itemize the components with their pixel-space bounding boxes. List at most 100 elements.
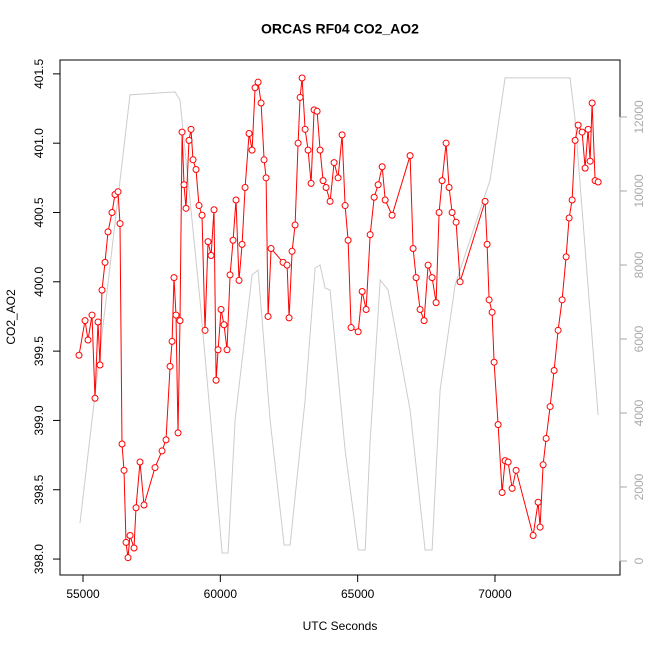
point xyxy=(578,128,586,136)
point xyxy=(168,337,176,345)
point xyxy=(378,163,386,171)
point xyxy=(214,346,222,354)
point xyxy=(96,361,104,369)
point xyxy=(182,204,190,212)
point xyxy=(140,501,148,509)
point xyxy=(207,251,215,259)
point xyxy=(485,296,493,304)
point xyxy=(257,99,265,107)
point xyxy=(94,318,102,326)
point xyxy=(166,362,174,370)
point xyxy=(388,211,396,219)
y2-tick-label: 0 xyxy=(632,557,646,564)
point xyxy=(534,498,542,506)
point xyxy=(132,504,140,512)
point xyxy=(307,179,315,187)
point xyxy=(494,421,502,429)
point xyxy=(204,238,212,246)
point xyxy=(229,236,237,244)
point xyxy=(75,351,83,359)
point xyxy=(508,484,516,492)
point xyxy=(162,436,170,444)
point xyxy=(406,152,414,160)
point xyxy=(264,312,272,320)
point xyxy=(344,236,352,244)
chart-title: ORCAS RF04 CO2_AO2 xyxy=(261,21,419,37)
point xyxy=(296,93,304,101)
point xyxy=(84,336,92,344)
point xyxy=(438,177,446,185)
point xyxy=(428,274,436,282)
point xyxy=(81,317,89,325)
point xyxy=(334,174,342,182)
x-tick-label: 60000 xyxy=(204,587,238,601)
point xyxy=(319,177,327,185)
point xyxy=(374,181,382,189)
point xyxy=(91,394,99,402)
point xyxy=(326,197,334,205)
point xyxy=(198,211,206,219)
point xyxy=(539,461,547,469)
point xyxy=(354,328,362,336)
point xyxy=(412,274,420,282)
point xyxy=(481,197,489,205)
point xyxy=(241,184,249,192)
x-axis-label: UTC Seconds xyxy=(303,619,378,633)
point xyxy=(554,326,562,334)
point xyxy=(313,107,321,115)
point xyxy=(498,489,506,497)
point xyxy=(104,228,112,236)
y-tick-label: 401.5 xyxy=(32,59,46,89)
point xyxy=(568,196,576,204)
point xyxy=(235,276,243,284)
point xyxy=(223,346,231,354)
point xyxy=(158,447,166,455)
point xyxy=(288,247,296,255)
point xyxy=(189,156,197,164)
point xyxy=(260,156,268,164)
point xyxy=(195,202,203,210)
point xyxy=(542,434,550,442)
point xyxy=(536,523,544,531)
point xyxy=(488,308,496,316)
point xyxy=(120,466,128,474)
point xyxy=(187,125,195,133)
point xyxy=(251,84,259,92)
point xyxy=(124,554,132,562)
point xyxy=(316,146,324,154)
point xyxy=(151,464,159,472)
point xyxy=(126,531,134,539)
point xyxy=(114,188,122,196)
series-line xyxy=(78,77,599,558)
y-tick-label: 398.0 xyxy=(32,544,46,574)
point xyxy=(176,317,184,325)
point xyxy=(416,306,424,314)
point xyxy=(452,218,460,226)
point xyxy=(245,129,253,137)
point xyxy=(512,466,520,474)
point xyxy=(529,531,537,539)
x-tick-label: 55000 xyxy=(66,587,100,601)
y2-tick-label: 8000 xyxy=(632,251,646,278)
point xyxy=(301,125,309,133)
point xyxy=(238,240,246,248)
point xyxy=(185,136,193,144)
point xyxy=(366,231,374,239)
point xyxy=(584,125,592,133)
point xyxy=(294,139,302,147)
point xyxy=(136,458,144,466)
y2-tick-label: 10000 xyxy=(632,174,646,208)
point xyxy=(226,271,234,279)
point xyxy=(409,245,417,253)
point xyxy=(456,278,464,286)
y-tick-label: 399.0 xyxy=(32,405,46,435)
point xyxy=(201,326,209,334)
point xyxy=(116,220,124,228)
point xyxy=(330,159,338,167)
point xyxy=(594,178,602,186)
point xyxy=(565,214,573,222)
y2-tick-label: 12000 xyxy=(632,100,646,134)
y-tick-label: 401.0 xyxy=(32,128,46,158)
point xyxy=(170,274,178,282)
point xyxy=(586,157,594,165)
